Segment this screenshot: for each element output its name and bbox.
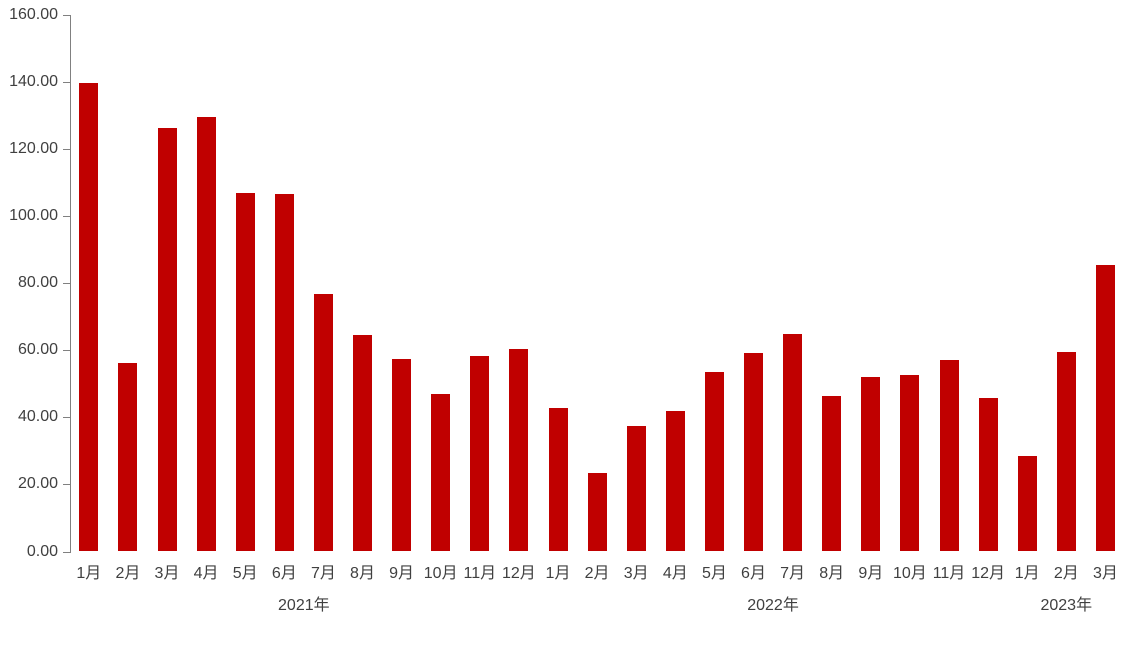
x-tick-label: 1月 (545, 565, 571, 582)
x-tick-label: 7月 (310, 565, 336, 582)
x-tick-label: 4月 (193, 565, 219, 582)
x-tick-label: 1月 (76, 565, 102, 582)
x-tick-label: 2月 (1053, 565, 1079, 582)
y-tick-label: 0.00 (26, 542, 58, 560)
x-tick-label: 1月 (1014, 565, 1040, 582)
x-tick-label: 5月 (232, 565, 258, 582)
y-tick-label: 160.00 (9, 6, 58, 23)
x-tick-label: 6月 (741, 565, 766, 582)
y-tick-label: 40.00 (17, 408, 58, 426)
x-tick-label: 8月 (819, 565, 845, 582)
x-tick-label: 12月 (501, 565, 536, 582)
bar (665, 410, 685, 552)
y-axis-tick (63, 283, 70, 285)
bar (392, 359, 412, 552)
bar (704, 372, 724, 552)
y-tick-label: 120.00 (9, 140, 58, 158)
y-axis-tick (63, 350, 70, 352)
x-tick-label: 12月 (971, 565, 1005, 582)
x-tick-label: 11月 (463, 565, 497, 582)
bar (939, 359, 959, 552)
x-tick-label: 5月 (701, 565, 727, 582)
x-tick-label: 4月 (662, 565, 688, 582)
y-tick-label: 100.00 (9, 207, 58, 225)
y-axis-tick (63, 417, 70, 419)
bar (79, 82, 99, 552)
x-tick-label: 7月 (780, 565, 806, 582)
y-axis-line (70, 15, 71, 553)
y-axis-tick (63, 216, 70, 218)
bar (548, 408, 568, 552)
x-tick-label: 8月 (350, 565, 375, 582)
bar (353, 334, 372, 552)
x-tick-label: 3月 (623, 565, 649, 582)
year-label: 2021年 (278, 597, 330, 614)
bar (118, 363, 138, 552)
bar (509, 349, 529, 552)
bar (1017, 455, 1037, 552)
bar (431, 394, 451, 552)
x-tick-label: 11月 (932, 565, 966, 582)
year-label: 2022年 (747, 597, 799, 614)
bar (157, 128, 177, 552)
bar (744, 352, 763, 552)
y-tick-label: 140.00 (9, 73, 58, 91)
y-tick-label: 60.00 (17, 341, 58, 359)
bar (626, 426, 646, 552)
x-tick-label: 3月 (1092, 565, 1118, 582)
y-axis-tick (63, 82, 70, 84)
y-axis-tick (63, 15, 70, 16)
y-axis-tick (63, 484, 70, 486)
x-tick-label: 6月 (271, 565, 297, 582)
bar (313, 294, 333, 552)
bar (783, 333, 803, 552)
x-tick-label: 9月 (389, 565, 415, 582)
year-label: 2023年 (1040, 597, 1093, 614)
bar (470, 355, 490, 552)
y-axis-tick (63, 551, 70, 553)
bar (1095, 264, 1115, 552)
x-tick-label: 10月 (892, 565, 927, 582)
x-tick-label: 3月 (154, 565, 180, 582)
x-tick-label: 2月 (115, 565, 141, 582)
bar (235, 192, 255, 552)
bar (978, 397, 998, 552)
x-tick-label: 10月 (423, 565, 458, 582)
y-tick-label: 80.00 (17, 274, 58, 292)
bar (274, 194, 294, 552)
bar (822, 395, 842, 552)
y-axis-tick (63, 149, 70, 151)
x-tick-label: 9月 (858, 565, 884, 582)
bar (861, 377, 881, 552)
x-tick-label: 2月 (584, 565, 610, 582)
bar (900, 374, 920, 552)
bar (1056, 351, 1076, 552)
bar (587, 472, 607, 552)
bar (196, 116, 216, 552)
y-tick-label: 20.00 (17, 475, 58, 493)
